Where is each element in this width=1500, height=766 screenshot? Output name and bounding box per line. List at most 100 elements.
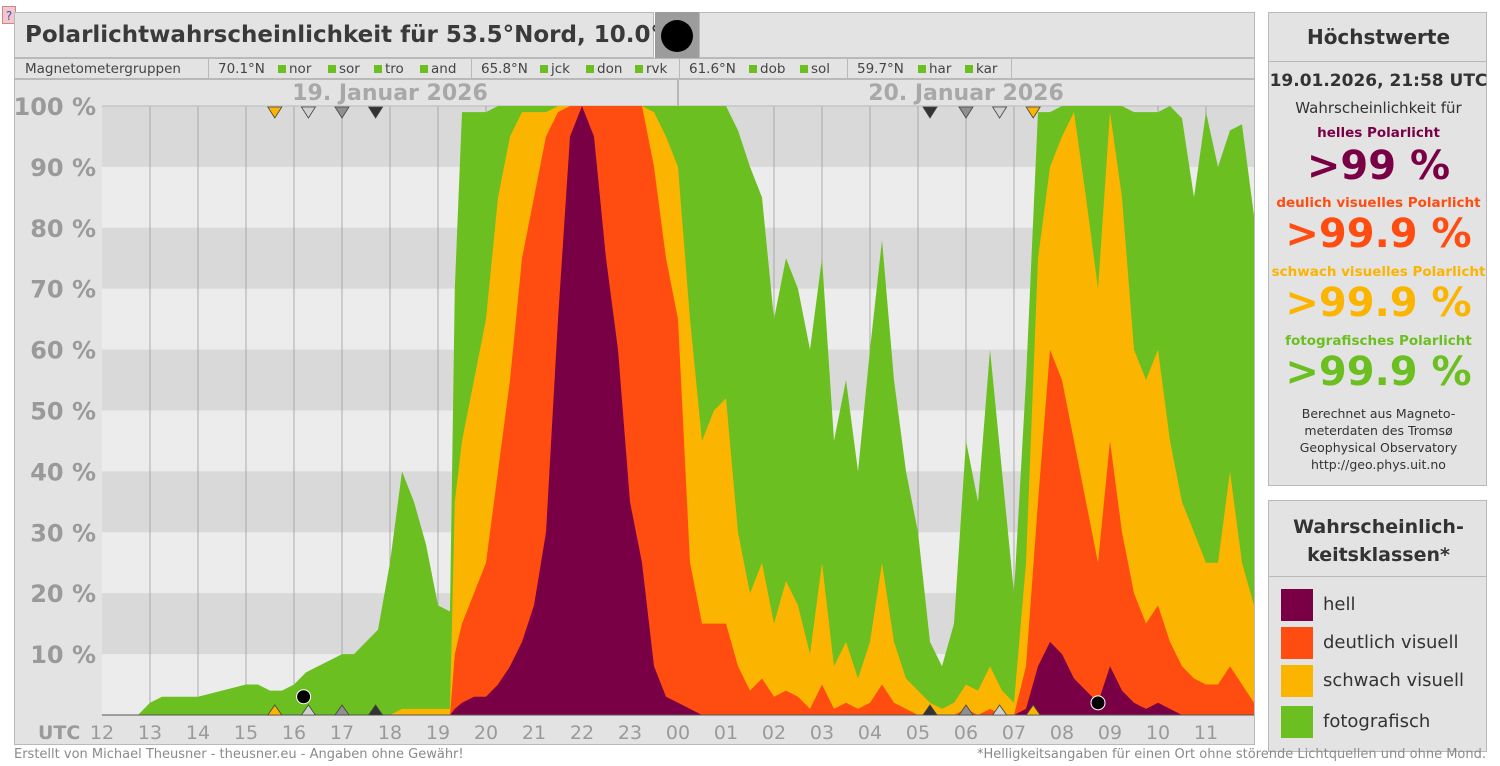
moon-point: [296, 689, 312, 705]
legend-swatch: [1281, 627, 1313, 659]
x-axis-label: UTC: [38, 722, 80, 744]
time-marker-top: [300, 106, 317, 119]
peak-title: Höchstwerte: [1306, 25, 1451, 49]
peak-value-hell: >99 %: [1306, 143, 1451, 189]
y-tick-label: 50 %: [30, 398, 96, 426]
time-marker-top: [367, 106, 384, 119]
separator: [679, 59, 680, 80]
x-tick-label: 16: [282, 722, 306, 744]
calculation-note: Berechnet aus Magneto-meterdaten des Tro…: [1299, 406, 1458, 472]
date-label: 20. Januar 2026: [868, 81, 1064, 106]
time-marker-bottom: [991, 704, 1008, 716]
time-marker-bottom: [922, 704, 938, 716]
x-tick-label: 19: [426, 722, 450, 744]
x-tick-label: 01: [714, 722, 738, 744]
separator: [1011, 59, 1012, 80]
y-axis-ticks: 10 % 20 % 30 % 40 % 50 % 60 % 70 % 80 % 90 % 100 …: [14, 93, 96, 669]
x-axis-ticks: 12 13 14 15 16 17 18 19 20 21 22 23 00 01 02 03 04 05 06 07…: [90, 722, 1218, 744]
footer-note: *Helligkeitsangaben für einen Ort ohne s…: [977, 747, 1486, 762]
probability-chart: 10 % 20 % 30 % 40 % 50 % 60 % 70 % 80 % 90 % 100 …: [14, 79, 1255, 745]
station-dot-icon: [328, 65, 336, 73]
station-jck[interactable]: jck: [540, 59, 570, 80]
groups-label: Magnetometergruppen: [25, 61, 181, 77]
x-tick-label: 17: [330, 722, 354, 744]
legend-label: fotografisch: [1323, 711, 1431, 732]
station-and[interactable]: and: [420, 59, 456, 80]
time-marker-top: [991, 106, 1008, 119]
station-don[interactable]: don: [586, 59, 622, 80]
station-dot-icon: [586, 65, 594, 73]
station-dot-icon: [420, 65, 428, 73]
date-labels: 19. Januar 2026 20. Januar 2026: [292, 81, 1064, 106]
station-dob[interactable]: dob: [749, 59, 785, 80]
time-marker-bottom: [958, 704, 974, 716]
station-dot-icon: [374, 65, 382, 73]
station-dot-icon: [965, 65, 973, 73]
title-bar-filler: [699, 12, 1255, 58]
y-tick-label: 70 %: [30, 276, 96, 304]
separator: [847, 59, 848, 80]
moon-phase: [655, 12, 699, 58]
peak-value-schwach: >99.9 %: [1285, 280, 1472, 326]
station-rvk[interactable]: rvk: [635, 59, 667, 80]
station-dot-icon: [918, 65, 926, 73]
station-dot-icon: [749, 65, 757, 73]
y-tick-label: 60 %: [30, 337, 96, 365]
x-tick-label: 11: [1194, 722, 1218, 744]
probability-areas: [102, 106, 1254, 716]
x-tick-label: 20: [474, 722, 498, 744]
legend-label: deutlich visuell: [1323, 632, 1459, 653]
station-nor[interactable]: nor: [278, 59, 311, 80]
date-label: 19. Januar 2026: [292, 81, 488, 106]
time-marker-bottom: [334, 704, 350, 716]
x-tick-label: 18: [378, 722, 402, 744]
station-kar[interactable]: kar: [965, 59, 997, 80]
x-tick-label: 08: [1050, 722, 1074, 744]
peak-label-hell: helles Polarlicht: [1317, 125, 1440, 141]
legend-title: Wahrscheinlich-keitsklassen*: [1293, 516, 1464, 566]
y-tick-label: 90 %: [30, 154, 96, 182]
peak-label-schwach: schwach visuelles Polarlicht: [1271, 264, 1486, 280]
x-tick-label: 14: [186, 722, 210, 744]
station-dot-icon: [800, 65, 808, 73]
group-lat-3: 61.6°N: [689, 61, 736, 77]
x-tick-label: 02: [762, 722, 786, 744]
time-marker-top: [267, 106, 283, 119]
separator: [208, 59, 209, 80]
x-tick-label: 12: [90, 722, 114, 744]
x-tick-label: 21: [522, 722, 546, 744]
x-tick-label: 15: [234, 722, 258, 744]
area-deutlich-visuell: [102, 106, 1254, 715]
group-lat-2: 65.8°N: [481, 61, 528, 77]
station-sor[interactable]: sor: [328, 59, 360, 80]
time-marker-top: [334, 106, 350, 119]
x-tick-label: 07: [1002, 722, 1026, 744]
group-lat-4: 59.7°N: [857, 61, 904, 77]
x-tick-label: 23: [618, 722, 642, 744]
peak-label-deutlich: deulich visuelles Polarlicht: [1276, 195, 1481, 211]
x-tick-label: 04: [858, 722, 882, 744]
station-tro[interactable]: tro: [374, 59, 404, 80]
peak-datetime: 19.01.2026, 21:58 UTC: [1269, 71, 1488, 91]
station-har[interactable]: har: [918, 59, 951, 80]
probability-classes-legend: Wahrscheinlich-keitsklassen* hell deutli…: [1268, 500, 1487, 752]
time-marker-top: [922, 106, 938, 119]
moon-point: [1090, 695, 1106, 711]
y-tick-label: 80 %: [30, 215, 96, 243]
peak-values-panel: Höchstwerte 19.01.2026, 21:58 UTC Wahrsc…: [1268, 12, 1487, 486]
x-tick-label: 03: [810, 722, 834, 744]
station-sol[interactable]: sol: [800, 59, 830, 80]
separator: [471, 59, 472, 80]
x-tick-label: 06: [954, 722, 978, 744]
legend-label: schwach visuell: [1323, 670, 1464, 691]
peak-value-deutlich: >99.9 %: [1285, 211, 1472, 257]
magnetometer-groups: Magnetometergruppen 70.1°N nor sor tro a…: [14, 58, 1255, 80]
time-marker-top: [1025, 106, 1041, 119]
y-tick-label: 20 %: [30, 580, 96, 608]
moon-phase-icon: [661, 20, 693, 52]
time-marker-bottom: [367, 704, 384, 716]
station-dot-icon: [278, 65, 286, 73]
time-marker-top: [958, 106, 974, 119]
title-bar: Polarlichtwahrscheinlichkeit für 53.5°No…: [14, 12, 706, 58]
time-marker-bottom: [267, 704, 283, 716]
